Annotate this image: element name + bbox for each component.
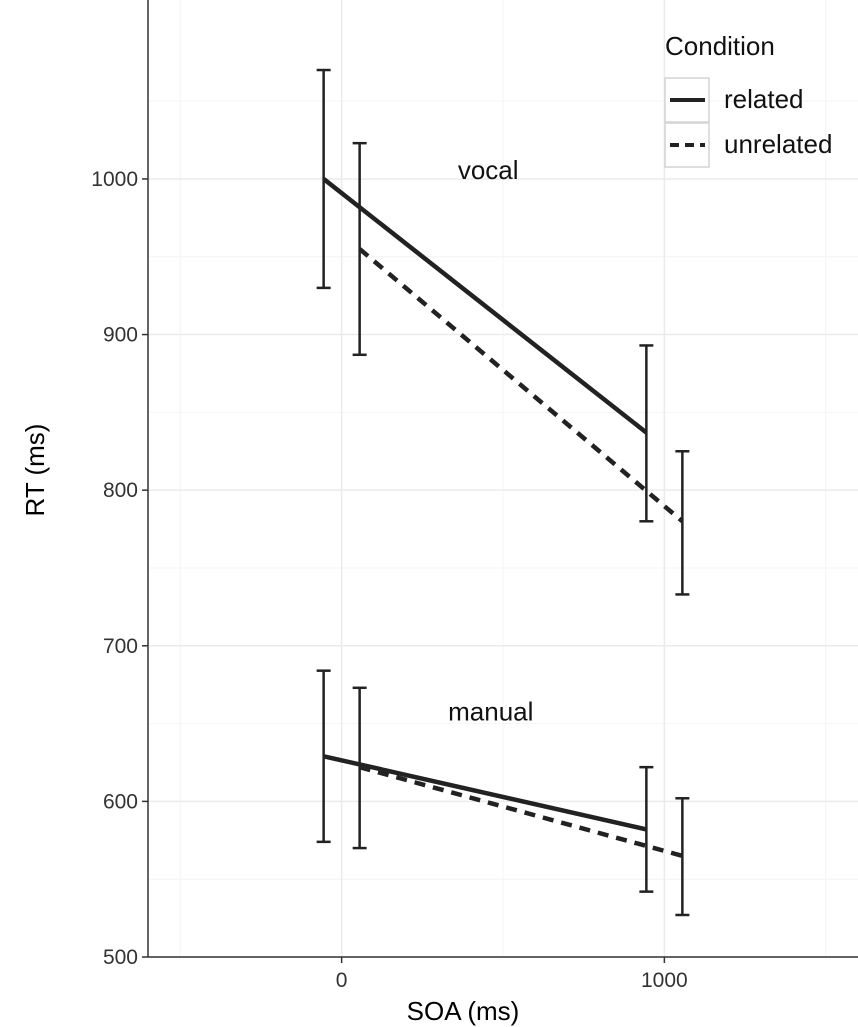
y-tick-label: 700 <box>103 635 138 658</box>
x-axis-title: SOA (ms) <box>407 996 520 1026</box>
error-bars <box>316 68 690 917</box>
x-tick-label: 1000 <box>641 969 688 992</box>
y-tick-label: 600 <box>103 790 138 813</box>
annotation-vocal: vocal <box>458 155 519 185</box>
x-tick-label: 0 <box>336 969 348 992</box>
y-axis-title: RT (ms) <box>20 424 50 517</box>
y-tick-label: 900 <box>103 324 138 347</box>
legend-label-related: related <box>724 84 804 114</box>
series-line-vocal-related <box>322 177 648 435</box>
y-tick-label: 1000 <box>91 168 138 191</box>
y-tick-label: 800 <box>103 479 138 502</box>
y-axis-ticks: 500 600 700 800 900 1000 <box>91 168 148 969</box>
series-line-manual-related <box>323 754 647 832</box>
legend-label-unrelated: unrelated <box>724 129 832 159</box>
series-layer <box>322 177 684 859</box>
x-axis-ticks: 0 1000 <box>336 957 688 992</box>
y-tick-label: 500 <box>103 946 138 969</box>
series-line-vocal-unrelated <box>358 247 684 524</box>
annotations: vocal manual <box>448 155 533 727</box>
legend: Condition related unrelated <box>664 31 832 168</box>
minor-gridlines <box>148 0 858 957</box>
annotation-manual: manual <box>448 696 533 726</box>
legend-title: Condition <box>665 31 775 61</box>
